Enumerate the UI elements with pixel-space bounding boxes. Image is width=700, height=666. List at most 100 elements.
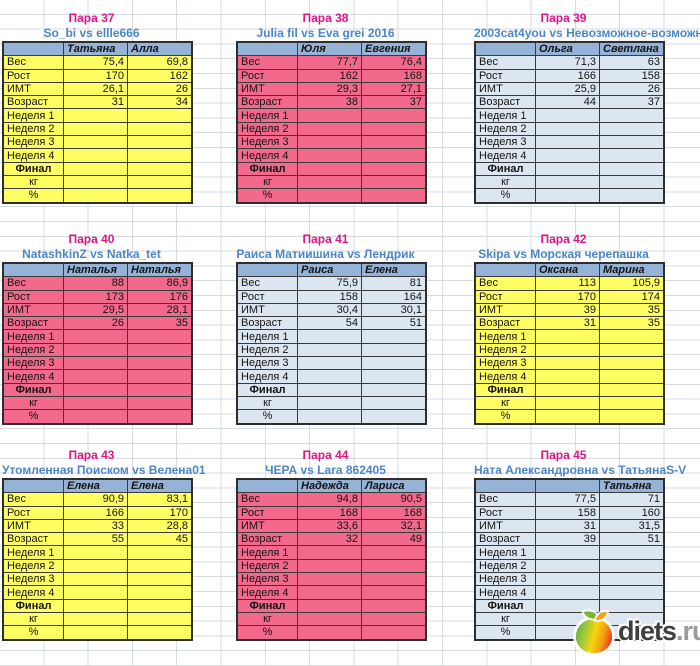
player1-name-cell: Юля: [297, 41, 362, 57]
player2-value-cell: [361, 625, 427, 641]
player2-value-cell: 168: [361, 505, 427, 520]
player1-value-cell: [63, 572, 128, 587]
pair-card: Пара 44 ЧЕРА vs Lara 862405 Надежда Ларис…: [236, 448, 427, 641]
row-label-cell: ИМТ: [236, 518, 298, 534]
player2-value-cell: 51: [599, 532, 665, 547]
player1-name-cell: Оксана: [535, 262, 600, 278]
player1-value-cell: [297, 545, 362, 560]
pair-card: Пара 37 So_bi vs ellle666 Татьяна Алла Вес…: [2, 11, 193, 204]
player1-name-cell: Елена: [63, 478, 128, 494]
player1-value-cell: [297, 108, 362, 123]
player2-value-cell: [599, 174, 665, 190]
player2-value-cell: [127, 329, 193, 344]
row-label-cell: кг: [2, 395, 64, 411]
row-label-cell: Неделя 4: [236, 148, 298, 163]
player2-value-cell: [361, 545, 427, 560]
player1-value-cell: [63, 611, 128, 627]
row-label-cell: Вес: [2, 276, 64, 291]
row-label-cell: Возраст: [474, 95, 536, 110]
player1-value-cell: [535, 188, 600, 204]
player1-value-cell: 31: [535, 518, 600, 534]
player2-value-cell: 83,1: [127, 492, 193, 507]
pair-title: Пара 45: [540, 448, 587, 462]
player2-value-cell: [361, 611, 427, 627]
player2-value-cell: 45: [127, 532, 193, 547]
player1-value-cell: 75,9: [297, 276, 362, 291]
pair-stats-table: Наталья Наталья Вес 88 86,9 Рост 173 176 ИМТ 29,5…: [2, 262, 193, 425]
player1-value-cell: [297, 356, 362, 371]
pair-title: Пара 40: [68, 232, 115, 246]
player2-value-cell: [361, 382, 427, 397]
player2-value-cell: [127, 135, 193, 150]
row-label-cell: Возраст: [474, 316, 536, 331]
row-label-cell: Неделя 4: [2, 148, 64, 163]
player1-value-cell: [63, 174, 128, 190]
pair-stats-table: Елена Елена Вес 90,9 83,1 Рост 166 170 ИМТ 33 28,8…: [2, 478, 193, 641]
player2-value-cell: [361, 356, 427, 371]
row-label-cell: кг: [474, 611, 536, 627]
player2-value-cell: [127, 121, 193, 137]
player1-value-cell: 77,5: [535, 492, 600, 507]
row-label-cell: Финал: [236, 598, 298, 613]
player2-value-cell: [599, 585, 665, 600]
row-label-cell: Неделя 1: [474, 108, 536, 123]
row-label-cell: Неделя 1: [236, 545, 298, 560]
player1-value-cell: [63, 382, 128, 397]
row-label-cell: Неделя 4: [2, 369, 64, 384]
player2-value-cell: [599, 342, 665, 358]
player2-value-cell: [599, 611, 665, 627]
player2-value-cell: 63: [599, 55, 665, 70]
player1-value-cell: 32: [297, 532, 362, 547]
sprout-icon: [595, 610, 608, 622]
row-label-cell: Вес: [236, 276, 298, 291]
player2-value-cell: 35: [599, 316, 665, 331]
pair-matchup: 2003cat4you vs Невозможное-возможно: [474, 26, 700, 40]
corner-cell: [2, 478, 64, 494]
player1-value-cell: 170: [535, 289, 600, 304]
player1-value-cell: [535, 342, 600, 358]
row-label-cell: Неделя 1: [474, 329, 536, 344]
row-label-cell: %: [236, 409, 298, 425]
player1-value-cell: 113: [535, 276, 600, 291]
player1-value-cell: 39: [535, 302, 600, 318]
row-label-cell: Финал: [2, 382, 64, 397]
player2-value-cell: 28,1: [127, 302, 193, 318]
player2-value-cell: [127, 409, 193, 425]
row-label-cell: Финал: [474, 161, 536, 176]
player1-value-cell: [63, 356, 128, 371]
player2-value-cell: 37: [361, 95, 427, 110]
row-label-cell: Неделя 3: [2, 135, 64, 150]
player1-value-cell: 166: [535, 68, 600, 83]
pair-title: Пара 39: [540, 11, 587, 25]
corner-cell: [2, 262, 64, 278]
player2-name-cell: Наталья: [127, 262, 193, 278]
player2-value-cell: 158: [599, 68, 665, 83]
row-label-cell: %: [236, 625, 298, 641]
player1-value-cell: [297, 161, 362, 176]
player1-value-cell: [297, 625, 362, 641]
player1-value-cell: [297, 188, 362, 204]
pair-matchup: NatashkinZ vs Natka_tet: [22, 247, 161, 261]
player2-value-cell: 174: [599, 289, 665, 304]
row-label-cell: Неделя 3: [236, 572, 298, 587]
pair-card: Пара 41 Раиса Матиишина vs Лендрик Раиса…: [236, 232, 427, 425]
player2-value-cell: [361, 135, 427, 150]
player2-value-cell: 76,4: [361, 55, 427, 70]
player1-value-cell: 173: [63, 289, 128, 304]
row-label-cell: ИМТ: [236, 302, 298, 318]
player1-value-cell: 26: [63, 316, 128, 331]
row-label-cell: Неделя 1: [474, 545, 536, 560]
row-label-cell: Возраст: [474, 532, 536, 547]
corner-cell: [236, 478, 298, 494]
player2-value-cell: [361, 329, 427, 344]
player1-value-cell: [535, 409, 600, 425]
player1-value-cell: [535, 558, 600, 574]
pair-stats-table: Оксана Марина Вес 113 105,9 Рост 170 174 ИМТ 39 35…: [474, 262, 665, 425]
row-label-cell: Возраст: [236, 532, 298, 547]
pair-matchup: Julia fil vs Eva grei 2016: [256, 26, 395, 40]
player1-value-cell: [297, 121, 362, 137]
player1-value-cell: [535, 329, 600, 344]
player2-value-cell: [127, 382, 193, 397]
row-label-cell: Неделя 2: [236, 121, 298, 137]
player2-value-cell: 86,9: [127, 276, 193, 291]
